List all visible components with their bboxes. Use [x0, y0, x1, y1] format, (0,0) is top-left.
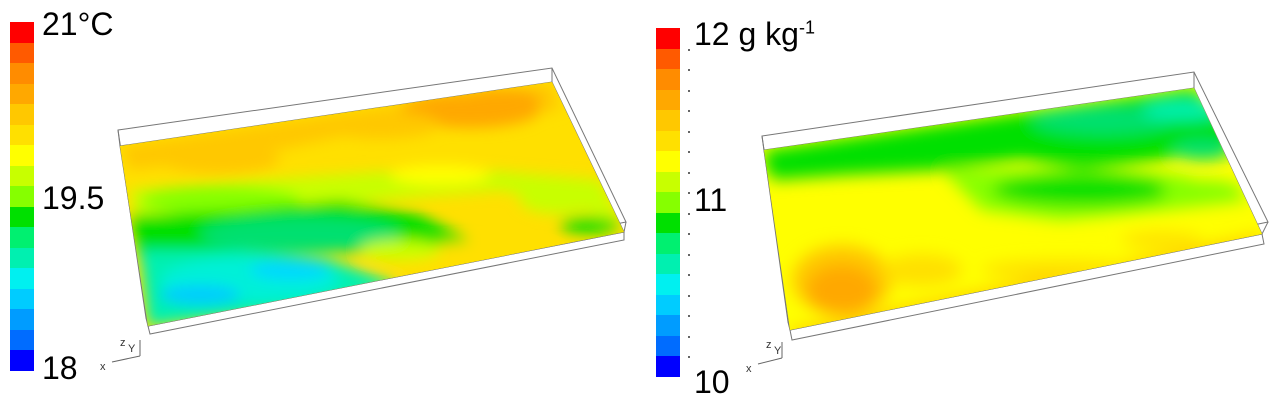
x-axis-label: x — [100, 361, 106, 373]
colorbar-segment — [10, 165, 34, 186]
colorbar-segment — [10, 42, 34, 63]
humidity-panel: 12 g kg-1 11 10 — [642, 0, 1284, 408]
colorbar-segment — [10, 63, 34, 84]
axis-triad: x z Y — [100, 337, 141, 373]
colorbar-segment — [656, 69, 680, 90]
colorbar-segment — [656, 294, 680, 315]
z-axis-label: z — [120, 337, 126, 349]
colorbar-segment — [10, 247, 34, 268]
temperature-panel: 21°C 19.5 18 — [10, 6, 627, 386]
humidity-max-label: 12 g kg-1 — [694, 16, 815, 52]
colorbar-tick — [688, 110, 690, 112]
colorbar-segment — [656, 315, 680, 336]
colorbar-segment — [10, 350, 34, 371]
colorbar-tick — [688, 192, 690, 194]
humidity-colorbar — [656, 28, 690, 377]
colorbar-segment — [656, 356, 680, 377]
colorbar-segment — [10, 309, 34, 330]
humidity-min-label: 10 — [694, 364, 730, 400]
colorbar-segment — [10, 22, 34, 43]
colorbar-segment — [10, 206, 34, 227]
colorbar-segment — [656, 335, 680, 356]
axis-triad: x z Y — [746, 339, 783, 375]
colorbar-tick — [688, 130, 690, 133]
colorbar-tick — [688, 233, 690, 235]
colorbar-segment — [10, 104, 34, 125]
colorbar-tick — [688, 171, 690, 174]
colorbar-segment — [656, 171, 680, 192]
colorbar-tick — [688, 212, 690, 215]
colorbar-tick — [688, 151, 690, 153]
z-axis-label: z — [766, 339, 772, 351]
colorbar-tick — [688, 315, 690, 317]
y-axis-label: Y — [128, 343, 136, 355]
humidity-contour-plot: x z Y — [746, 71, 1269, 375]
colorbar-segment — [656, 89, 680, 110]
colorbar-segment — [656, 110, 680, 131]
colorbar-segment — [656, 130, 680, 151]
colorbar-tick — [688, 48, 690, 51]
colorbar-tick — [688, 253, 690, 256]
colorbar-segment — [10, 268, 34, 289]
colorbar-segment — [656, 192, 680, 213]
temperature-mid-label: 19.5 — [42, 180, 105, 216]
colorbar-tick — [688, 274, 690, 276]
colorbar-tick — [688, 89, 690, 92]
colorbar-segment — [10, 186, 34, 207]
colorbar-tick — [688, 294, 690, 297]
colorbar-tick — [688, 69, 690, 71]
colorbar-tick — [688, 335, 690, 338]
humidity-mid-label: 11 — [694, 182, 728, 218]
temperature-min-label: 18 — [42, 350, 78, 386]
colorbar-segment — [656, 48, 680, 69]
colorbar-segment — [656, 274, 680, 295]
temperature-field — [120, 82, 624, 326]
colorbar-segment — [10, 124, 34, 145]
y-axis-label: Y — [774, 345, 782, 357]
colorbar-segment — [656, 253, 680, 274]
humidity-field — [764, 88, 1262, 330]
colorbar-segment — [656, 212, 680, 233]
colorbar-tick — [688, 356, 690, 358]
colorbar-segment — [656, 28, 680, 49]
x-axis-label: x — [746, 363, 752, 375]
colorbar-segment — [10, 329, 34, 350]
temperature-colorbar — [10, 22, 34, 371]
colorbar-segment — [10, 83, 34, 104]
colorbar-segment — [10, 227, 34, 248]
colorbar-segment — [656, 151, 680, 172]
colorbar-segment — [656, 233, 680, 254]
temperature-contour-plot: x z Y — [100, 67, 627, 373]
colorbar-segment — [10, 145, 34, 166]
temperature-max-label: 21°C — [42, 6, 114, 42]
colorbar-segment — [10, 288, 34, 309]
